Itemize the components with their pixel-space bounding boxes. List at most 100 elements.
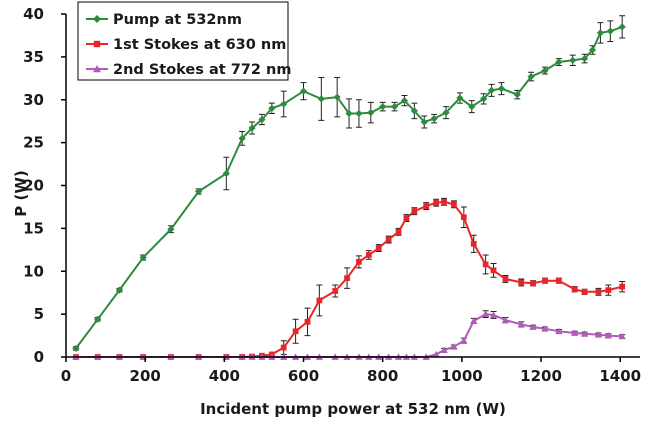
series-1-point — [332, 288, 339, 294]
series-0-point — [72, 344, 80, 353]
series-0-point — [513, 91, 521, 99]
legend-label-2: 2nd Stokes at 772 nm — [113, 62, 291, 78]
x-tick-label: 600 — [288, 367, 319, 385]
series-0-line — [75, 25, 623, 349]
series-2-point — [604, 331, 612, 339]
x-ticks-layer: 0 200 400 600 800 1000 1200 1400 — [61, 357, 641, 385]
x-tick-label: 1000 — [441, 367, 483, 385]
series-1-point — [571, 286, 578, 293]
error-bars-layer — [72, 15, 626, 355]
x-tick-label: 800 — [367, 367, 398, 385]
series-0-point — [195, 187, 203, 196]
series-1-point — [470, 240, 477, 247]
series-0-point — [569, 56, 577, 64]
series-0-point — [317, 95, 325, 103]
series-1-point — [595, 288, 602, 295]
legend-marker-0 — [93, 15, 101, 23]
series-2-point — [618, 332, 626, 340]
series-2-point — [541, 325, 549, 332]
series-1-point — [403, 215, 410, 221]
series-0-point — [430, 115, 438, 123]
series-2-point — [517, 320, 525, 328]
y-ticks-layer: 0 5 10 15 20 25 30 35 40 — [23, 5, 66, 366]
series-2-point — [489, 311, 498, 318]
y-tick-label: 20 — [23, 177, 44, 195]
series-1-point — [530, 280, 536, 287]
series-1-point — [395, 228, 402, 235]
series-2-point — [482, 310, 490, 318]
y-tick-label: 25 — [23, 134, 44, 152]
x-tick-label: 0 — [61, 367, 71, 385]
series-0-point — [94, 315, 102, 323]
series-1-point — [490, 267, 497, 274]
series-0-point — [487, 86, 496, 94]
series-0-point — [497, 85, 506, 93]
series-1-point — [304, 318, 311, 325]
series-0-point — [400, 97, 409, 105]
series-1-point — [385, 236, 392, 243]
series-1-point — [555, 277, 562, 284]
series-0-point — [420, 118, 428, 126]
series-0-point — [379, 103, 387, 111]
series-markers-layer — [72, 23, 626, 360]
series-1-point — [344, 275, 350, 281]
series-1-point — [365, 252, 372, 258]
legend: Pump at 532nm 1st Stokes at 630 nm 2nd Sto… — [77, 1, 291, 81]
series-0-point — [618, 23, 626, 31]
series-0-point — [139, 253, 147, 262]
series-0-point — [268, 104, 276, 112]
series-0-point — [248, 124, 256, 132]
series-0-point — [367, 109, 375, 117]
series-1-point — [316, 297, 323, 304]
y-tick-label: 40 — [23, 5, 44, 23]
series-1-point — [280, 344, 287, 351]
series-1-point — [605, 287, 612, 293]
series-0-point — [345, 109, 353, 118]
series-2-point — [432, 350, 440, 358]
series-2-point — [594, 331, 603, 338]
x-tick-label: 200 — [130, 367, 161, 385]
series-1-point — [375, 245, 382, 251]
series-0-point — [480, 95, 488, 103]
legend-marker-2 — [93, 65, 101, 73]
series-0-point — [390, 103, 399, 111]
series-2-point — [571, 329, 579, 336]
series-0-point — [258, 115, 266, 124]
series-2-point — [460, 337, 468, 344]
series-0-point — [596, 29, 605, 37]
legend-label-1: 1st Stokes at 630 nm — [113, 37, 286, 53]
y-tick-label: 10 — [23, 262, 44, 280]
series-1-point — [502, 276, 509, 282]
series-0-point — [167, 225, 175, 233]
series-0-point — [280, 100, 288, 108]
series-2-point — [470, 317, 478, 324]
y-tick-label: 5 — [34, 305, 44, 323]
series-2-point — [450, 343, 458, 350]
series-1-point — [433, 199, 440, 206]
series-0-point — [541, 66, 549, 75]
series-0-point — [588, 46, 597, 54]
legend-label-0: Pump at 532nm — [113, 12, 242, 28]
y-tick-label: 15 — [23, 219, 44, 237]
y-axis-label: P (W) — [12, 170, 30, 216]
series-1-point — [482, 261, 489, 268]
legend-marker-1 — [93, 40, 101, 48]
series-1-point — [292, 328, 299, 335]
y-tick-label: 30 — [23, 91, 44, 109]
y-tick-label: 35 — [23, 48, 44, 66]
series-1-point — [441, 198, 447, 205]
series-1-point — [356, 258, 362, 265]
series-0-point — [333, 93, 341, 101]
series-1-point — [581, 288, 588, 295]
series-1-point — [423, 203, 430, 209]
series-2-point — [529, 323, 537, 330]
series-0-point — [555, 58, 563, 66]
x-tick-label: 1200 — [520, 367, 562, 385]
legend-box — [77, 1, 289, 81]
series-1-point — [619, 283, 626, 290]
series-0-point — [580, 54, 589, 63]
series-2-point — [580, 330, 589, 337]
series-2-point — [555, 327, 563, 335]
series-1-point — [460, 214, 467, 221]
